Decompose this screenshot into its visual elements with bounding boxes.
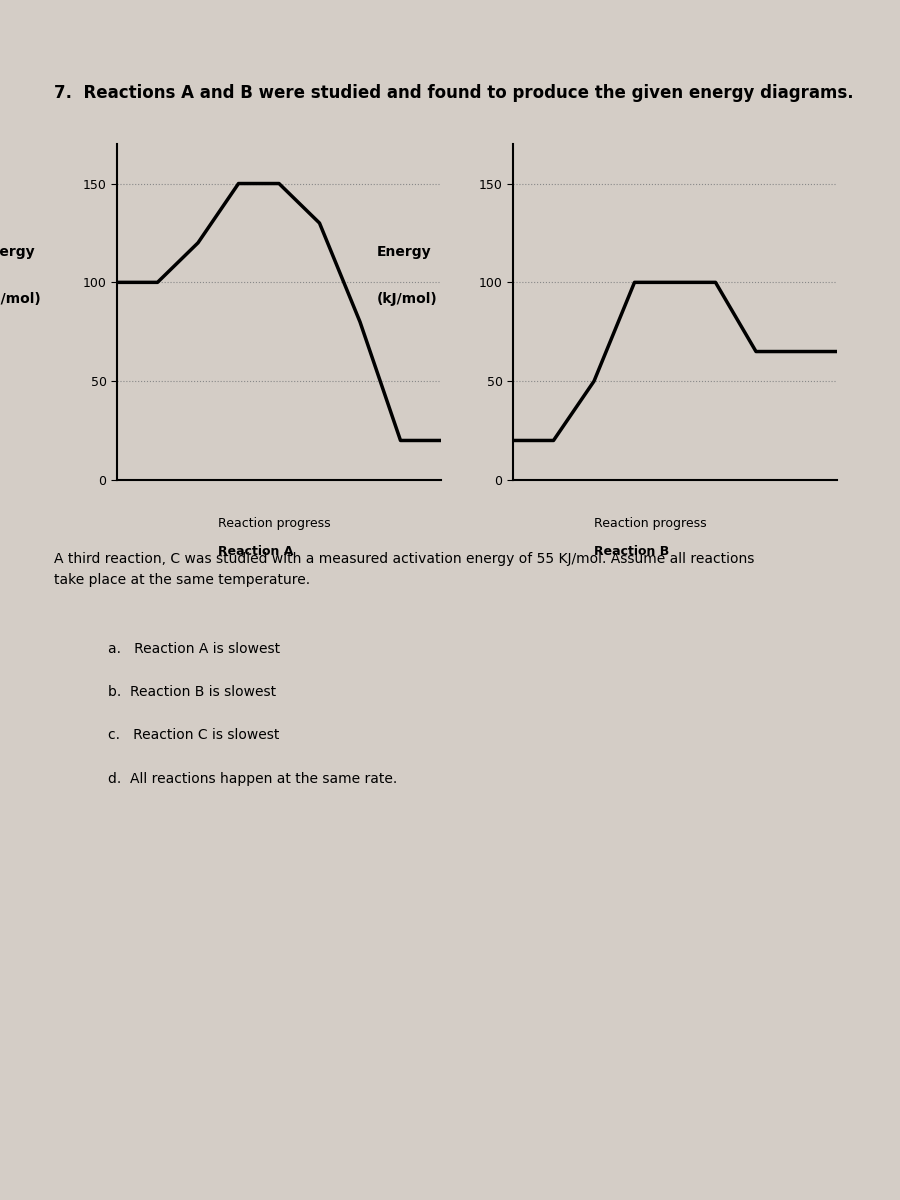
Text: Reaction B: Reaction B: [594, 545, 670, 558]
Text: d.  All reactions happen at the same rate.: d. All reactions happen at the same rate…: [108, 772, 397, 786]
Text: A third reaction, C was studied with a measured activation energy of 55 KJ/mol. : A third reaction, C was studied with a m…: [54, 552, 754, 587]
Text: b.  Reaction B is slowest: b. Reaction B is slowest: [108, 685, 276, 700]
Text: a.   Reaction A is slowest: a. Reaction A is slowest: [108, 642, 280, 656]
Text: (kJ/mol): (kJ/mol): [377, 292, 437, 306]
Text: Reaction progress: Reaction progress: [594, 517, 706, 530]
Text: Reaction progress: Reaction progress: [218, 517, 331, 530]
Text: (kJ/mol): (kJ/mol): [0, 292, 41, 306]
Text: Energy: Energy: [377, 245, 431, 258]
Text: Reaction A: Reaction A: [218, 545, 293, 558]
Text: 7.  Reactions A and B were studied and found to produce the given energy diagram: 7. Reactions A and B were studied and fo…: [54, 84, 853, 102]
Text: Energy: Energy: [0, 245, 35, 258]
Text: c.   Reaction C is slowest: c. Reaction C is slowest: [108, 728, 279, 743]
